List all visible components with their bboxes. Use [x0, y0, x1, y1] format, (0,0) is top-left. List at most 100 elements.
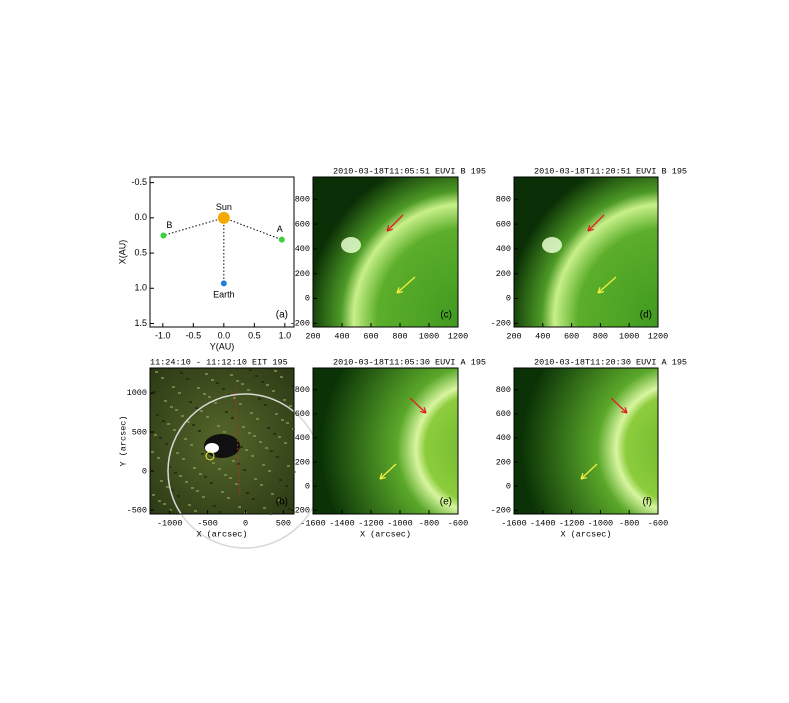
speckle — [278, 436, 281, 438]
speckle — [174, 472, 177, 474]
x-tick-label: -600 — [648, 518, 668, 528]
speckle — [241, 383, 244, 385]
arrow-head — [580, 473, 587, 480]
panel-title: 11:24:10 - 11:12:10 EIT 195 — [150, 357, 288, 367]
x-axis-label: X (arcsec) — [196, 529, 247, 539]
speckle — [252, 498, 255, 500]
speckle — [243, 469, 246, 471]
speckle — [281, 419, 284, 421]
body-label: B — [166, 220, 172, 230]
speckle — [201, 453, 204, 455]
speckle — [204, 476, 207, 478]
arrow — [386, 214, 404, 232]
speckle — [150, 368, 153, 370]
speckle — [221, 491, 224, 493]
x-tick-label: -0.5 — [186, 330, 202, 340]
speckle — [254, 478, 257, 480]
speckle — [285, 485, 288, 487]
y-tick-label: 800 — [496, 385, 511, 395]
speckle — [196, 490, 199, 492]
x-tick-label: -800 — [419, 518, 439, 528]
speckle — [266, 384, 269, 386]
speckle — [173, 429, 176, 431]
speckle — [213, 505, 216, 507]
x-tick-label: 1200 — [648, 331, 668, 341]
x-tick-label: -1600 — [300, 518, 326, 528]
speckle — [240, 446, 243, 448]
speckle — [203, 393, 206, 395]
speckle — [273, 433, 276, 435]
x-tick-label: 400 — [334, 331, 349, 341]
y-tick-label: 1.0 — [134, 283, 147, 293]
y-tick-label: 200 — [496, 269, 511, 279]
speckle — [188, 504, 191, 506]
speckle — [230, 374, 233, 376]
y-axis-label: X(AU) — [117, 240, 127, 265]
speckle — [224, 474, 227, 476]
speckle — [223, 431, 226, 433]
euvi-a-image — [313, 368, 458, 514]
active-region — [542, 237, 562, 253]
y-tick-label: 200 — [295, 269, 310, 279]
y-tick-label: 0 — [506, 481, 511, 491]
y-axis-label: Y (arcsec) — [118, 415, 128, 466]
y-tick-label: 0 — [305, 294, 310, 304]
panel-label: (e) — [440, 497, 452, 508]
speckle — [212, 462, 215, 464]
speckle — [198, 430, 201, 432]
speckle — [169, 509, 172, 511]
speckle — [155, 371, 158, 373]
y-tick-label: -200 — [491, 506, 511, 516]
speckle — [275, 413, 278, 415]
speckle — [239, 403, 242, 405]
speckle — [256, 418, 259, 420]
panel-label: (c) — [440, 310, 452, 321]
speckle — [246, 492, 249, 494]
speckle — [219, 511, 222, 513]
x-axis-label: Y(AU) — [210, 341, 235, 351]
euvi-b-image — [313, 177, 458, 327]
panel-label: (f) — [643, 497, 652, 508]
body-label: A — [277, 224, 283, 234]
x-tick-label: 1.0 — [279, 330, 292, 340]
speckle — [205, 373, 208, 375]
arrow — [379, 463, 397, 480]
speckle — [156, 414, 159, 416]
y-tick-label: 200 — [295, 457, 310, 467]
speckle — [282, 502, 285, 504]
body-position — [217, 211, 230, 224]
body-position — [160, 232, 167, 239]
speckle — [160, 480, 163, 482]
bright-region — [205, 443, 219, 453]
panel-title: 2010-03-18T11:20:51 EUVI B 195 — [534, 166, 687, 176]
speckle — [225, 411, 228, 413]
y-tick-label: 600 — [295, 219, 310, 229]
x-tick-label: 1000 — [419, 331, 439, 341]
x-tick-label: 0 — [243, 518, 248, 528]
body-position — [278, 236, 285, 243]
y-tick-label: 400 — [496, 244, 511, 254]
y-tick-label: 800 — [295, 195, 310, 205]
y-tick-label: 600 — [496, 219, 511, 229]
arrow — [610, 397, 628, 414]
y-tick-label: -200 — [491, 319, 511, 329]
arrow — [597, 276, 617, 294]
x-axis-label: X (arcsec) — [560, 529, 611, 539]
x-tick-label: 800 — [593, 331, 608, 341]
speckle — [197, 387, 200, 389]
y-tick-label: 600 — [295, 409, 310, 419]
speckle — [211, 379, 214, 381]
speckle — [159, 437, 162, 439]
speckle — [260, 484, 263, 486]
speckle — [151, 451, 154, 453]
speckle — [185, 481, 188, 483]
panel-title: 2010-03-18T11:20:30 EUVI A 195 — [534, 357, 687, 367]
x-tick-label: -1000 — [157, 518, 183, 528]
speckle — [167, 423, 170, 425]
speckle — [194, 510, 197, 512]
speckle — [184, 438, 187, 440]
speckle — [279, 479, 282, 481]
active-region — [341, 237, 361, 253]
arrow — [409, 397, 427, 414]
